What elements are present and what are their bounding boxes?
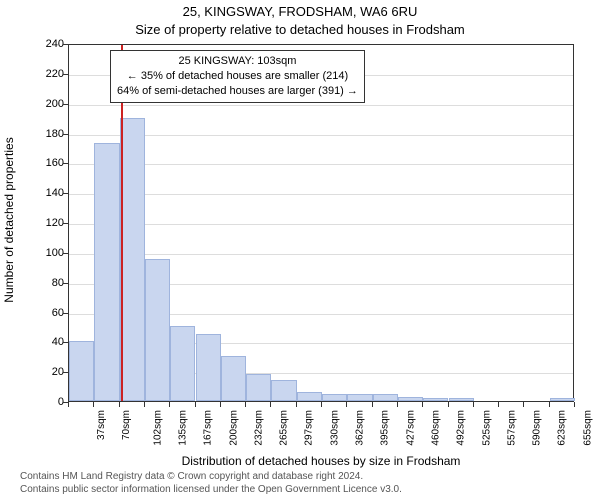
x-tick-mark (245, 402, 246, 407)
x-tick-mark (346, 402, 347, 407)
y-tick-label: 180 (34, 128, 64, 140)
x-tick-label: 167sqm (203, 410, 214, 446)
x-tick-mark (397, 402, 398, 407)
y-tick-label: 160 (34, 157, 64, 169)
histogram-bar (246, 374, 271, 401)
x-tick-mark (422, 402, 423, 407)
histogram-bar (550, 398, 575, 401)
x-tick-label: 102sqm (152, 410, 163, 446)
x-tick-label: 492sqm (456, 410, 467, 446)
x-tick-label: 557sqm (506, 410, 517, 446)
y-tick-mark (63, 223, 68, 224)
histogram-bar (347, 394, 372, 401)
y-axis-label: Number of detached properties (2, 137, 16, 302)
histogram-bar (170, 326, 195, 401)
x-tick-label: 427sqm (405, 410, 416, 446)
x-tick-mark (321, 402, 322, 407)
x-tick-label: 330sqm (329, 410, 340, 446)
histogram-bar (94, 143, 119, 401)
y-tick-mark (63, 163, 68, 164)
histogram-bar (69, 341, 94, 401)
y-tick-label: 80 (34, 277, 64, 289)
y-tick-mark (63, 134, 68, 135)
x-tick-mark (473, 402, 474, 407)
x-tick-mark (93, 402, 94, 407)
footer-line-1: Contains HM Land Registry data © Crown c… (20, 471, 402, 484)
x-tick-label: 297sqm (304, 410, 315, 446)
x-tick-mark (296, 402, 297, 407)
histogram-bar (145, 259, 170, 401)
annotation-line-3: 64% of semi-detached houses are larger (… (117, 84, 358, 99)
y-tick-mark (63, 342, 68, 343)
y-tick-mark (63, 283, 68, 284)
x-tick-mark (270, 402, 271, 407)
annotation-box: 25 KINGSWAY: 103sqm ← 35% of detached ho… (110, 50, 365, 103)
x-tick-label: 623sqm (557, 410, 568, 446)
histogram-bar (221, 356, 246, 401)
y-tick-mark (63, 372, 68, 373)
y-tick-mark (63, 253, 68, 254)
x-tick-mark (574, 402, 575, 407)
x-tick-mark (220, 402, 221, 407)
page-title-address: 25, KINGSWAY, FRODSHAM, WA6 6RU (0, 4, 600, 19)
x-tick-mark (523, 402, 524, 407)
histogram-bar (120, 118, 145, 401)
x-tick-label: 37sqm (96, 410, 107, 440)
x-tick-label: 460sqm (430, 410, 441, 446)
x-axis-label: Distribution of detached houses by size … (68, 454, 574, 468)
x-tick-label: 232sqm (253, 410, 264, 446)
y-tick-label: 220 (34, 68, 64, 80)
y-tick-label: 40 (34, 336, 64, 348)
x-tick-label: 395sqm (380, 410, 391, 446)
y-tick-mark (63, 313, 68, 314)
page-title-subtitle: Size of property relative to detached ho… (0, 22, 600, 37)
x-tick-mark (68, 402, 69, 407)
x-tick-label: 265sqm (279, 410, 290, 446)
y-tick-label: 140 (34, 187, 64, 199)
y-tick-label: 60 (34, 307, 64, 319)
footer-line-2: Contains public sector information licen… (20, 484, 402, 497)
x-tick-mark (448, 402, 449, 407)
histogram-bar (196, 334, 221, 401)
gridline (69, 105, 573, 106)
y-tick-label: 20 (34, 366, 64, 378)
histogram-bar (271, 380, 296, 401)
x-tick-label: 525sqm (481, 410, 492, 446)
histogram-bar (297, 392, 322, 401)
y-tick-label: 120 (34, 217, 64, 229)
histogram-bar (373, 394, 398, 401)
y-tick-mark (63, 104, 68, 105)
y-tick-mark (63, 44, 68, 45)
x-tick-mark (144, 402, 145, 407)
x-tick-mark (372, 402, 373, 407)
x-tick-label: 362sqm (355, 410, 366, 446)
y-tick-label: 0 (34, 396, 64, 408)
footer-attribution: Contains HM Land Registry data © Crown c… (20, 471, 402, 496)
annotation-line-1: 25 KINGSWAY: 103sqm (117, 54, 358, 69)
y-tick-mark (63, 74, 68, 75)
x-tick-label: 135sqm (177, 410, 188, 446)
y-tick-label: 100 (34, 247, 64, 259)
x-tick-mark (549, 402, 550, 407)
x-tick-mark (498, 402, 499, 407)
annotation-line-2: ← 35% of detached houses are smaller (21… (117, 69, 358, 84)
histogram-bar (398, 397, 423, 401)
x-tick-mark (195, 402, 196, 407)
chart-container: { "header": { "address": "25, KINGSWAY, … (0, 0, 600, 500)
histogram-bar (423, 398, 448, 401)
histogram-bar (322, 394, 347, 401)
histogram-bar (449, 398, 474, 401)
x-tick-label: 590sqm (532, 410, 543, 446)
y-tick-label: 200 (34, 98, 64, 110)
x-tick-label: 200sqm (228, 410, 239, 446)
x-tick-label: 655sqm (582, 410, 593, 446)
y-tick-label: 240 (34, 38, 64, 50)
x-tick-mark (169, 402, 170, 407)
x-tick-mark (119, 402, 120, 407)
x-tick-label: 70sqm (121, 410, 132, 440)
y-tick-mark (63, 193, 68, 194)
